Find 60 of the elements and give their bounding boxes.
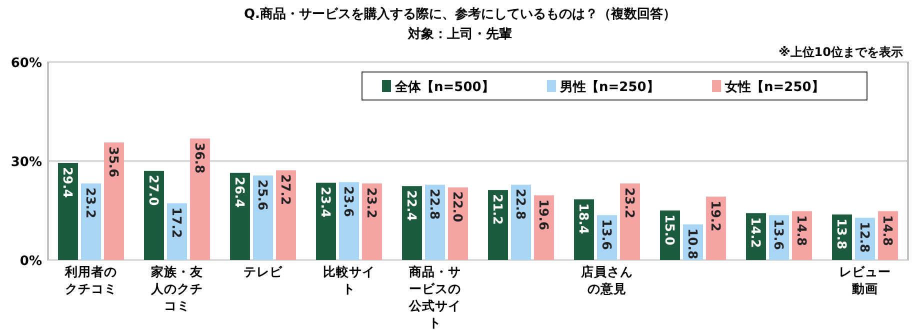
bar [316, 182, 336, 260]
data-label: 22.0 [450, 191, 466, 223]
bar [190, 138, 210, 260]
data-label: 23.2 [622, 187, 638, 218]
data-label: 10.8 [686, 228, 700, 260]
bar [402, 186, 422, 260]
data-label: 18.4 [576, 203, 592, 234]
data-label: 22.8 [514, 188, 528, 220]
data-label: 35.6 [106, 146, 122, 178]
data-label: 15.0 [662, 214, 678, 246]
data-label: 14.8 [880, 215, 896, 246]
data-label: 22.8 [428, 188, 442, 220]
data-label: 21.2 [490, 194, 506, 225]
data-label: 14.2 [748, 217, 764, 248]
bar [276, 170, 296, 260]
x-tick-label: 家族・友人のクチコミ [150, 263, 204, 314]
data-label: 29.4 [60, 166, 76, 198]
y-tick-label: 0% [20, 254, 42, 269]
data-label: 13.8 [834, 218, 850, 250]
x-tick-label: テレビ [242, 263, 284, 280]
legend-label: 女性【n=250】 [724, 79, 824, 95]
data-label: 27.0 [146, 174, 162, 206]
data-label: 19.2 [708, 200, 724, 232]
data-label: 17.2 [170, 207, 184, 238]
data-label: 22.4 [404, 190, 420, 222]
data-label: 19.6 [536, 199, 552, 230]
bar [488, 190, 508, 260]
bar [339, 182, 359, 260]
data-label: 27.2 [278, 174, 294, 206]
x-tick-label: 利用者のクチコミ [64, 263, 118, 297]
legend-label: 全体【n=500】 [394, 79, 494, 95]
data-label: 23.2 [84, 187, 98, 218]
bar [58, 162, 78, 260]
bar [620, 183, 640, 260]
data-label: 13.6 [772, 219, 786, 250]
bar [230, 172, 250, 260]
y-tick-label: 30% [10, 155, 42, 170]
data-label: 23.2 [364, 187, 380, 218]
chart-subtitle: 対象：上司・先輩 [407, 26, 512, 42]
x-tick-label: 店員さんの意見 [580, 263, 634, 297]
bar [253, 176, 273, 260]
data-label: 12.8 [858, 222, 872, 253]
chart-title: Q.商品・サービスを購入する際に、参考にしているものは？（複数回答） [244, 6, 676, 22]
x-tick-label: 商品・サービスの公式サイト [408, 263, 462, 330]
data-label: 13.6 [600, 219, 614, 250]
y-tick-label: 60% [10, 56, 42, 71]
bar [362, 183, 382, 260]
bar [144, 170, 164, 260]
data-label: 36.8 [192, 142, 208, 174]
x-tick-label: レビュー動画 [838, 263, 892, 297]
text: ※上位10位までを表示 [778, 45, 903, 59]
x-tick-label: 比較サイト [322, 263, 376, 297]
bar [104, 142, 124, 260]
data-label: 26.4 [232, 176, 248, 208]
data-label: 14.8 [794, 215, 810, 246]
data-label: 23.4 [318, 186, 334, 218]
data-label: 23.6 [342, 186, 356, 218]
bar [81, 183, 101, 260]
legend-label: 男性【n=250】 [559, 79, 660, 95]
data-label: 25.6 [256, 180, 270, 211]
